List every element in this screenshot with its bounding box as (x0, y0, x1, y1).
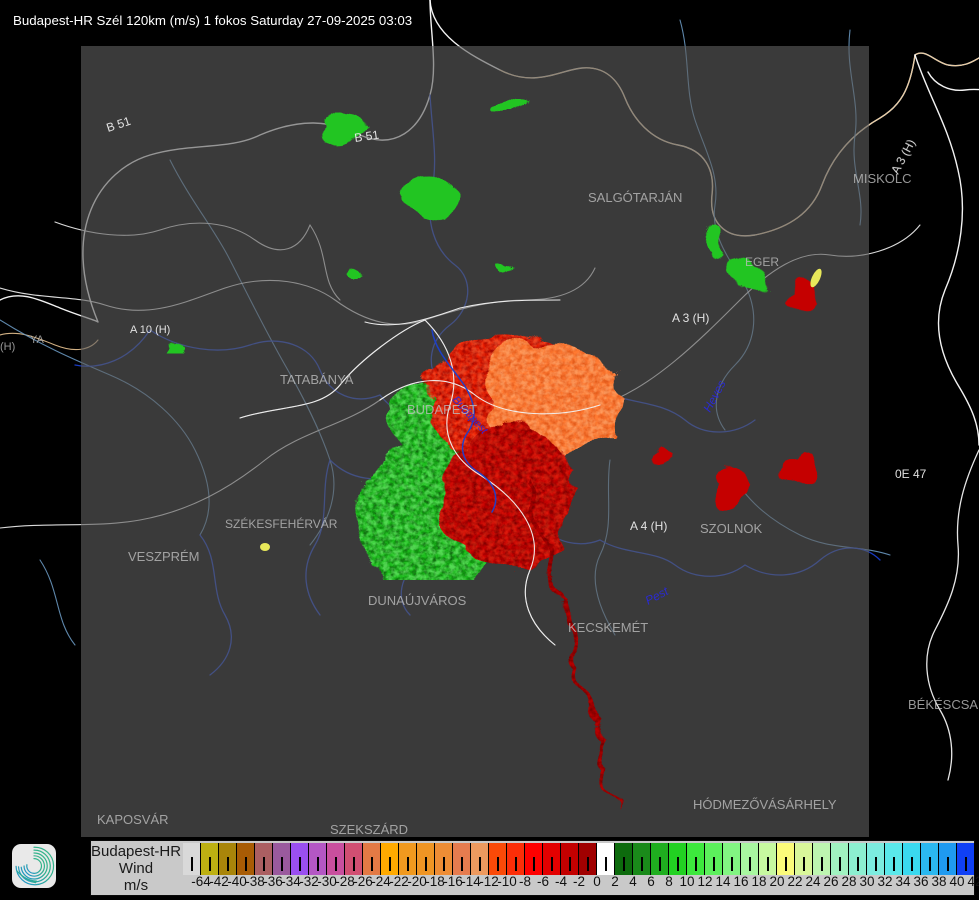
svg-text:Pest: Pest (643, 584, 671, 608)
svg-text:DUNAÚJVÁROS: DUNAÚJVÁROS (368, 593, 467, 608)
svg-text:VESZPRÉM: VESZPRÉM (128, 549, 200, 564)
svg-text:SZÉKESFEHÉRVÁR: SZÉKESFEHÉRVÁR (225, 516, 338, 531)
svg-text:BUDAPEST: BUDAPEST (407, 402, 477, 417)
svg-text:EGER: EGER (745, 255, 779, 269)
svg-text:A 3 (H): A 3 (H) (888, 137, 918, 177)
svg-text:MISKOLC: MISKOLC (853, 171, 912, 186)
svg-text:KAPOSVÁR: KAPOSVÁR (97, 812, 169, 827)
svg-text:(H): (H) (0, 341, 15, 353)
svg-text:B 51: B 51 (105, 114, 133, 135)
svg-text:SZOLNOK: SZOLNOK (700, 521, 762, 536)
svg-text:B 51: B 51 (353, 128, 380, 145)
svg-text:Heves: Heves (700, 378, 728, 415)
svg-text:SZEKSZÁRD: SZEKSZÁRD (330, 822, 408, 837)
svg-text:SALGÓTARJÁN: SALGÓTARJÁN (588, 190, 682, 205)
svg-text:0E 47: 0E 47 (895, 467, 927, 481)
svg-text:TATABÁNYA: TATABÁNYA (280, 372, 354, 387)
svg-text:KECSKEMÉT: KECSKEMÉT (568, 620, 648, 635)
svg-text:HÓDMEZŐVÁSÁRHELY: HÓDMEZŐVÁSÁRHELY (693, 797, 837, 812)
svg-text:A 3 (H): A 3 (H) (672, 311, 709, 325)
svg-text:BÉKÉSCSABA: BÉKÉSCSABA (908, 697, 979, 712)
svg-text:A 4 (H): A 4 (H) (630, 519, 667, 533)
svg-text:YA: YA (30, 334, 45, 346)
svg-text:A 10 (H): A 10 (H) (130, 324, 170, 336)
